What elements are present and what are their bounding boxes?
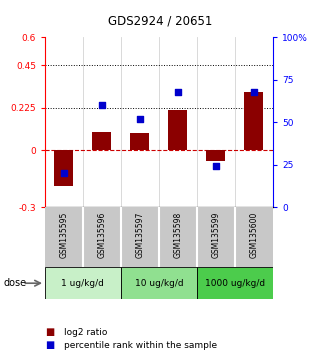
Point <box>137 116 143 121</box>
Bar <box>92 132 111 150</box>
Point <box>61 170 66 176</box>
Text: GSM135598: GSM135598 <box>173 212 182 258</box>
Text: percentile rank within the sample: percentile rank within the sample <box>64 342 217 350</box>
Point <box>99 102 104 108</box>
Text: GSM135595: GSM135595 <box>59 212 68 258</box>
Text: ■: ■ <box>45 341 54 350</box>
Bar <box>121 267 197 299</box>
Text: GDS2924 / 20651: GDS2924 / 20651 <box>108 14 213 27</box>
Text: ■: ■ <box>45 327 54 337</box>
Point <box>213 164 218 169</box>
Bar <box>244 92 263 150</box>
Text: 1000 ug/kg/d: 1000 ug/kg/d <box>205 279 265 288</box>
Bar <box>206 150 225 161</box>
Bar <box>130 133 149 150</box>
Bar <box>169 110 187 150</box>
Bar <box>55 150 74 186</box>
Text: dose: dose <box>3 278 26 288</box>
Text: 10 ug/kg/d: 10 ug/kg/d <box>134 279 183 288</box>
Text: 1 ug/kg/d: 1 ug/kg/d <box>62 279 104 288</box>
Point <box>251 89 256 95</box>
Text: GSM135596: GSM135596 <box>97 212 107 258</box>
Text: GSM135597: GSM135597 <box>135 212 144 258</box>
Text: GSM135599: GSM135599 <box>211 212 221 258</box>
Bar <box>197 267 273 299</box>
Text: GSM135600: GSM135600 <box>249 212 258 258</box>
Bar <box>45 267 121 299</box>
Point <box>175 89 180 95</box>
Text: log2 ratio: log2 ratio <box>64 328 108 337</box>
